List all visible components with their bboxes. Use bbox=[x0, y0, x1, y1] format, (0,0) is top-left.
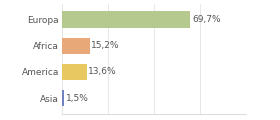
Text: 1,5%: 1,5% bbox=[66, 94, 89, 103]
Bar bbox=[62, 38, 90, 54]
Bar bbox=[62, 64, 87, 80]
Bar bbox=[62, 11, 190, 27]
Bar bbox=[62, 90, 64, 106]
Text: 15,2%: 15,2% bbox=[91, 41, 120, 50]
Text: 13,6%: 13,6% bbox=[88, 67, 117, 76]
Text: 69,7%: 69,7% bbox=[192, 15, 221, 24]
